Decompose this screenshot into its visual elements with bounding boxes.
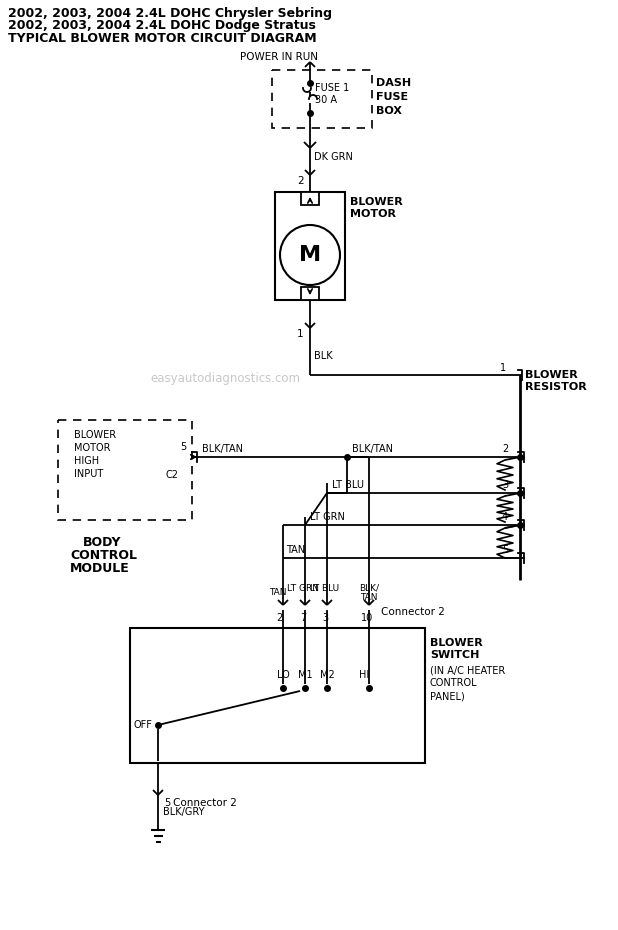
Bar <box>301 287 319 300</box>
Text: TAN: TAN <box>286 545 305 555</box>
Text: BLOWER: BLOWER <box>74 430 116 440</box>
Text: 5: 5 <box>164 798 170 808</box>
Text: DK GRN: DK GRN <box>314 152 353 162</box>
Text: RESISTOR: RESISTOR <box>525 382 586 392</box>
Text: BLK: BLK <box>314 351 332 361</box>
Text: 2002, 2003, 2004 2.4L DOHC Chrysler Sebring: 2002, 2003, 2004 2.4L DOHC Chrysler Sebr… <box>8 7 332 20</box>
Text: PANEL): PANEL) <box>430 691 465 701</box>
Bar <box>301 192 319 205</box>
Text: 30 A: 30 A <box>315 95 337 105</box>
Text: 7: 7 <box>300 613 306 623</box>
Text: 5: 5 <box>180 442 186 452</box>
Text: 3: 3 <box>502 480 508 490</box>
Text: (IN A/C HEATER: (IN A/C HEATER <box>430 665 506 675</box>
Text: C2: C2 <box>165 470 178 480</box>
Text: BOX: BOX <box>376 106 402 116</box>
Text: TYPICAL BLOWER MOTOR CIRCUIT DIAGRAM: TYPICAL BLOWER MOTOR CIRCUIT DIAGRAM <box>8 33 316 46</box>
Text: M2: M2 <box>320 670 334 680</box>
Text: 2002, 2003, 2004 2.4L DOHC Dodge Stratus: 2002, 2003, 2004 2.4L DOHC Dodge Stratus <box>8 20 316 33</box>
Text: BLK/: BLK/ <box>359 583 379 592</box>
Bar <box>272 70 372 128</box>
Text: HIGH: HIGH <box>74 456 99 466</box>
Bar <box>130 628 425 763</box>
Text: 1: 1 <box>500 363 506 373</box>
Text: BLOWER: BLOWER <box>525 370 578 380</box>
Text: LO: LO <box>277 670 289 680</box>
Text: Connector 2: Connector 2 <box>173 798 237 808</box>
Text: CONTROL: CONTROL <box>70 549 137 562</box>
Text: OFF: OFF <box>133 720 152 730</box>
Text: TAN: TAN <box>269 588 287 596</box>
Text: M: M <box>299 245 321 265</box>
Text: MOTOR: MOTOR <box>74 443 111 453</box>
Text: BLOWER: BLOWER <box>430 638 483 648</box>
Text: LT BLU: LT BLU <box>310 583 339 592</box>
Text: FUSE: FUSE <box>376 92 408 102</box>
Text: 1: 1 <box>297 329 303 339</box>
Text: MOTOR: MOTOR <box>350 209 396 219</box>
Text: 2: 2 <box>276 613 282 623</box>
Text: easyautodiagnostics.com: easyautodiagnostics.com <box>150 371 300 384</box>
Text: 4: 4 <box>502 512 508 522</box>
Text: BLK/TAN: BLK/TAN <box>352 444 393 454</box>
Text: BLK/GRY: BLK/GRY <box>163 807 205 817</box>
Text: 2: 2 <box>297 176 303 186</box>
Text: LT GRN: LT GRN <box>310 512 345 522</box>
Text: TAN: TAN <box>360 592 378 602</box>
Text: FUSE 1: FUSE 1 <box>315 83 349 93</box>
Text: DASH: DASH <box>376 78 411 88</box>
Text: INPUT: INPUT <box>74 469 103 479</box>
Text: SWITCH: SWITCH <box>430 650 480 660</box>
Text: HI: HI <box>359 670 369 680</box>
Bar <box>275 192 345 300</box>
Text: LT BLU: LT BLU <box>332 480 364 490</box>
Text: BODY: BODY <box>83 536 122 549</box>
Text: 2: 2 <box>502 444 508 454</box>
Text: M1: M1 <box>298 670 312 680</box>
Text: Connector 2: Connector 2 <box>381 607 445 617</box>
Text: POWER IN RUN: POWER IN RUN <box>240 52 318 62</box>
Text: MODULE: MODULE <box>70 562 130 575</box>
Text: 5: 5 <box>502 545 508 555</box>
Text: 10: 10 <box>361 613 373 623</box>
Text: CONTROL: CONTROL <box>430 678 478 688</box>
Text: BLOWER: BLOWER <box>350 197 403 207</box>
Text: BLK/TAN: BLK/TAN <box>202 444 243 454</box>
Text: 3: 3 <box>322 613 328 623</box>
Bar <box>58 420 192 520</box>
Text: LT GRN: LT GRN <box>287 583 319 592</box>
